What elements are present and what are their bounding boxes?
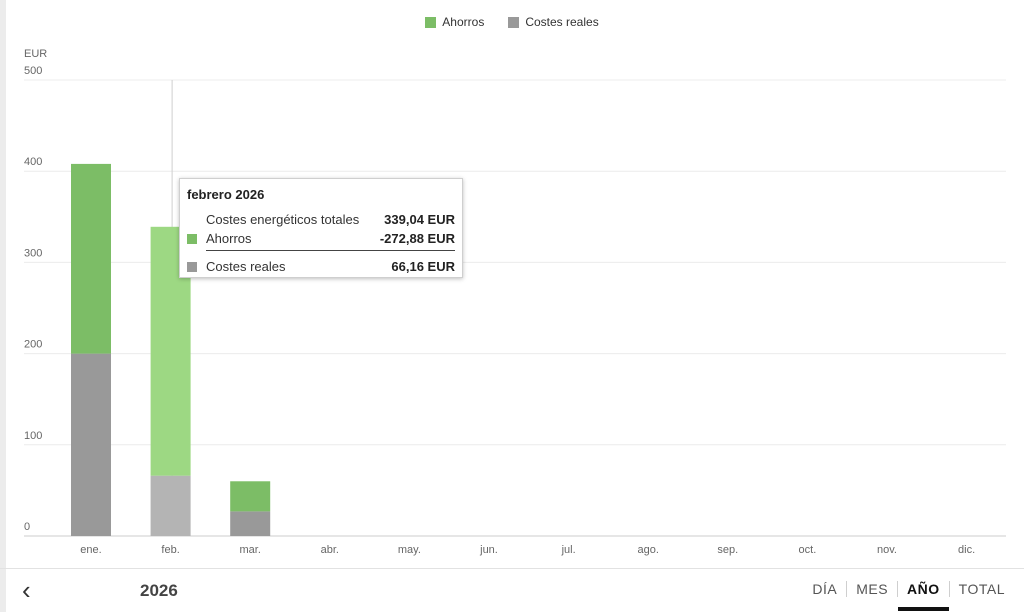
x-tick-label: jun. <box>479 544 498 556</box>
bar-ahorros-1 <box>71 163 111 354</box>
tooltip-swatch-costes-reales <box>187 261 197 272</box>
legend-item-ahorros[interactable]: Ahorros <box>425 15 484 29</box>
tooltip-label-total: Costes energéticos totales <box>206 212 360 227</box>
x-tick-label: oct. <box>799 544 817 556</box>
period-mes[interactable]: MES <box>846 581 897 597</box>
y-tick-label: 200 <box>24 339 42 351</box>
tooltip-swatch-empty <box>187 215 197 225</box>
tooltip-row-ahorros: Ahorros -272,88 EUR <box>187 229 455 248</box>
x-tick-label: ene. <box>80 544 101 556</box>
footer-bar: ‹ 2026 DÍA MES AÑO TOTAL <box>0 568 1024 613</box>
tooltip-swatch-ahorros <box>187 233 197 244</box>
x-tick-label: sep. <box>717 544 738 556</box>
legend-label-ahorros: Ahorros <box>442 15 485 29</box>
legend-item-costes-reales[interactable]: Costes reales <box>508 15 599 29</box>
y-tick-label: 300 <box>24 247 42 259</box>
bar-costes-reales-1 <box>71 353 111 536</box>
y-tick-label: 100 <box>24 430 42 442</box>
x-tick-label: mar. <box>239 544 260 556</box>
tooltip-label-costes-reales: Costes reales <box>206 259 286 274</box>
tooltip-value-total: 339,04 EUR <box>384 212 455 227</box>
y-axis-unit: EUR <box>24 48 48 60</box>
period-total[interactable]: TOTAL <box>948 581 1014 597</box>
x-tick-label: abr. <box>321 544 339 556</box>
x-tick-label: nov. <box>877 544 897 556</box>
x-tick-label: feb. <box>161 544 179 556</box>
period-dia[interactable]: DÍA <box>812 581 838 597</box>
tooltip-label-ahorros: Ahorros <box>206 231 252 246</box>
y-tick-label: 500 <box>24 65 42 77</box>
x-tick-label: jul. <box>561 544 576 556</box>
y-tick-label: 400 <box>24 156 42 168</box>
period-ano[interactable]: AÑO <box>897 581 949 611</box>
y-tick-label: 0 <box>24 521 30 533</box>
legend-label-costes-reales: Costes reales <box>525 15 599 29</box>
bar-costes-reales-3 <box>230 511 271 536</box>
legend-swatch-costes-reales <box>508 16 520 28</box>
tooltip-separator <box>206 250 455 251</box>
x-tick-label: dic. <box>958 544 975 556</box>
x-tick-label: ago. <box>637 544 658 556</box>
tooltip-value-costes-reales: 66,16 EUR <box>391 259 455 274</box>
legend-swatch-ahorros <box>425 16 437 28</box>
bar-chart: 0 100 200 300 400 500 ene. feb. mar. abr. may. jun.… <box>24 65 1006 556</box>
left-panel-edge <box>0 0 6 612</box>
tooltip-row-costes-reales: Costes reales 66,16 EUR <box>187 257 455 276</box>
tooltip-title: febrero 2026 <box>187 187 265 202</box>
period-selector: DÍA MES AÑO TOTAL <box>803 581 1014 611</box>
bar-costes-reales-2 <box>150 475 191 536</box>
chevron-left-icon[interactable]: ‹ <box>22 575 31 605</box>
bar-ahorros-3 <box>230 481 271 512</box>
x-tick-label: may. <box>398 544 421 556</box>
year-label: 2026 <box>140 581 178 600</box>
chart-tooltip: febrero 2026 Costes energéticos totales … <box>179 178 463 278</box>
tooltip-row-total: Costes energéticos totales 339,04 EUR <box>187 210 455 229</box>
tooltip-value-ahorros: -272,88 EUR <box>379 231 455 246</box>
chart-legend: Ahorros Costes reales <box>0 15 1024 29</box>
